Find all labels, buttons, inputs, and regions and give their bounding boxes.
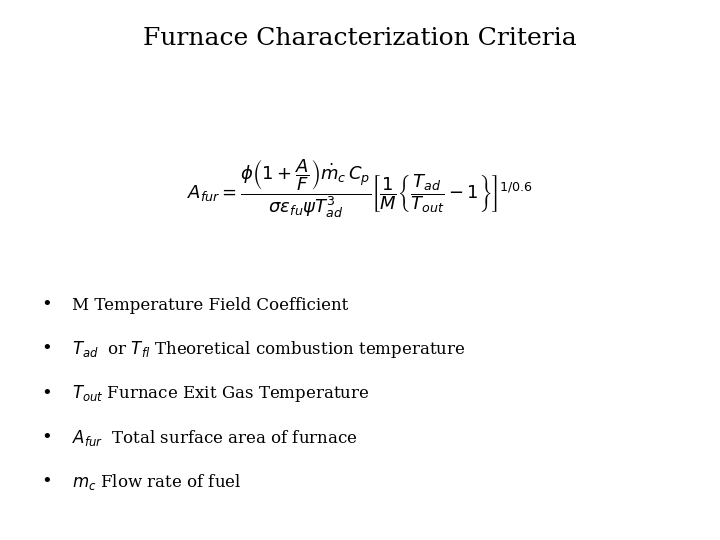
Text: •: • (42, 473, 52, 491)
Text: $A_{fur} = \dfrac{\phi\left(1+\dfrac{A}{F}\right)\dot{m}_c\, C_p}{\sigma\varepsi: $A_{fur} = \dfrac{\phi\left(1+\dfrac{A}{… (187, 158, 533, 220)
Text: $m_c$ Flow rate of fuel: $m_c$ Flow rate of fuel (72, 472, 241, 492)
Text: M Temperature Field Coefficient: M Temperature Field Coefficient (72, 296, 348, 314)
Text: •: • (42, 429, 52, 447)
Text: $A_{fur}$  Total surface area of furnace: $A_{fur}$ Total surface area of furnace (72, 428, 358, 448)
Text: •: • (42, 384, 52, 403)
Text: $T_{out}$ Furnace Exit Gas Temperature: $T_{out}$ Furnace Exit Gas Temperature (72, 383, 369, 404)
Text: $T_{ad}$  or $T_{fl}$ Theoretical combustion temperature: $T_{ad}$ or $T_{fl}$ Theoretical combust… (72, 339, 465, 360)
Text: Furnace Characterization Criteria: Furnace Characterization Criteria (143, 27, 577, 50)
Text: •: • (42, 296, 52, 314)
Text: •: • (42, 340, 52, 359)
